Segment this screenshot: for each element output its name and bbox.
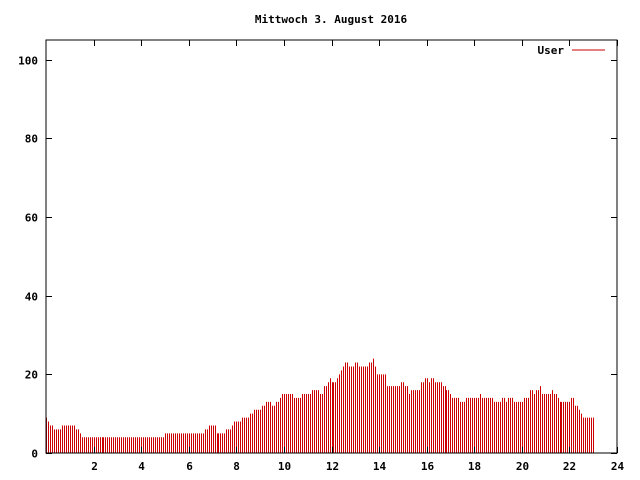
x-tick-label: 12 bbox=[326, 460, 339, 473]
x-tick-label: 4 bbox=[138, 460, 145, 473]
x-tick-label: 2 bbox=[91, 460, 98, 473]
bars-group bbox=[46, 358, 594, 453]
x-tick-label: 10 bbox=[278, 460, 291, 473]
x-tick-label: 6 bbox=[186, 460, 193, 473]
y-tick-label: 60 bbox=[25, 212, 38, 225]
x-tick-label: 22 bbox=[563, 460, 576, 473]
x-tick-label: 20 bbox=[516, 460, 529, 473]
x-tick-label: 18 bbox=[468, 460, 481, 473]
y-tick-label: 80 bbox=[25, 133, 38, 146]
plot-frame bbox=[45, 39, 618, 454]
y-tick-label: 0 bbox=[31, 448, 38, 461]
x-tick-label: 24 bbox=[611, 460, 625, 473]
y-tick-label: 40 bbox=[25, 291, 38, 304]
y-tick-label: 20 bbox=[25, 369, 38, 382]
legend-label-user: User bbox=[538, 44, 565, 57]
chart-title: Mittwoch 3. August 2016 bbox=[255, 13, 408, 26]
x-tick-label: 8 bbox=[233, 460, 240, 473]
legend: User bbox=[538, 44, 605, 57]
y-tick-label: 100 bbox=[18, 55, 38, 68]
x-tick-label: 14 bbox=[373, 460, 387, 473]
x-tick-label: 16 bbox=[421, 460, 435, 473]
